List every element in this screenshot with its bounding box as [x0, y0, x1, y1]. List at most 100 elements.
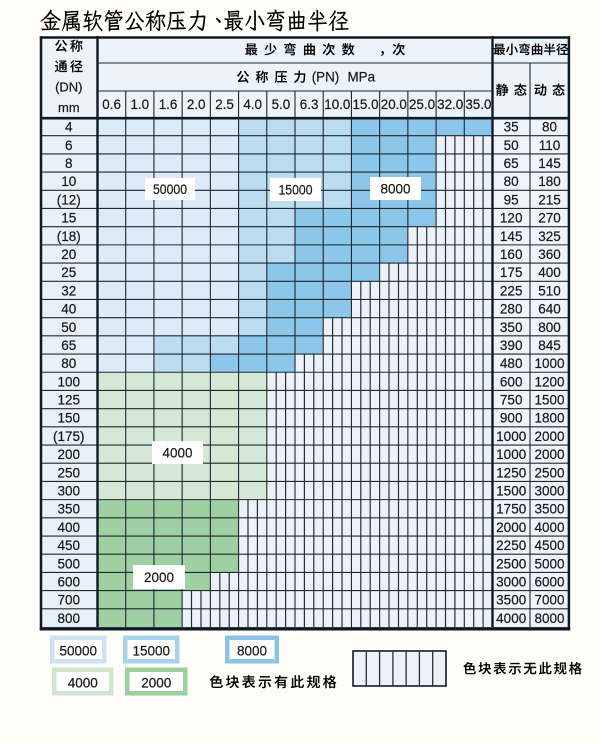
svg-text:700: 700 [58, 593, 81, 608]
svg-text:15: 15 [61, 211, 76, 226]
svg-text:8000: 8000 [534, 611, 564, 626]
svg-text:2000: 2000 [496, 520, 526, 535]
svg-text:350: 350 [58, 502, 81, 517]
svg-text:6000: 6000 [534, 575, 564, 590]
svg-text:2000: 2000 [534, 447, 564, 462]
svg-text:225: 225 [500, 283, 523, 298]
svg-text:80: 80 [61, 356, 76, 371]
svg-text:32.0: 32.0 [437, 97, 463, 112]
svg-text:400: 400 [538, 265, 561, 280]
svg-text:390: 390 [500, 338, 523, 353]
svg-text:50000: 50000 [59, 644, 97, 659]
svg-text:(175): (175) [53, 429, 85, 444]
svg-text:480: 480 [500, 356, 523, 371]
svg-text:4.0: 4.0 [243, 97, 262, 112]
svg-text:150: 150 [58, 411, 81, 426]
svg-text:40: 40 [61, 302, 76, 317]
svg-text:125: 125 [58, 393, 81, 408]
svg-text:180: 180 [538, 174, 561, 189]
svg-text:32: 32 [61, 283, 76, 298]
svg-text:200: 200 [58, 447, 81, 462]
svg-text:1500: 1500 [534, 393, 564, 408]
svg-text:7000: 7000 [534, 593, 564, 608]
svg-text:20: 20 [61, 247, 76, 262]
svg-text:4000: 4000 [496, 611, 526, 626]
svg-text:900: 900 [500, 411, 523, 426]
svg-text:6.3: 6.3 [300, 97, 319, 112]
svg-text:2500: 2500 [534, 465, 564, 480]
svg-text:270: 270 [538, 211, 561, 226]
svg-text:325: 325 [538, 229, 561, 244]
svg-text:20.0: 20.0 [381, 97, 407, 112]
svg-text:8: 8 [65, 156, 73, 171]
svg-text:2000: 2000 [141, 676, 171, 691]
svg-text:175: 175 [500, 265, 523, 280]
svg-text:2.5: 2.5 [215, 97, 234, 112]
svg-text:(PN): (PN) [312, 70, 340, 85]
svg-text:800: 800 [58, 611, 81, 626]
svg-text:(DN): (DN) [55, 80, 82, 95]
svg-text:845: 845 [538, 338, 561, 353]
svg-text:640: 640 [538, 302, 561, 317]
svg-text:1500: 1500 [496, 484, 526, 499]
svg-text:1750: 1750 [496, 502, 526, 517]
svg-text:25: 25 [61, 265, 76, 280]
svg-text:510: 510 [538, 283, 561, 298]
svg-text:(12): (12) [57, 192, 81, 207]
svg-text:50: 50 [61, 320, 76, 335]
svg-text:2250: 2250 [496, 538, 526, 553]
svg-text:5.0: 5.0 [272, 97, 291, 112]
svg-text:10.0: 10.0 [324, 97, 350, 112]
svg-text:100: 100 [58, 374, 81, 389]
svg-text:3000: 3000 [534, 484, 564, 499]
svg-text:215: 215 [538, 192, 561, 207]
svg-text:50000: 50000 [153, 181, 187, 197]
svg-text:mm: mm [58, 100, 80, 115]
svg-text:1200: 1200 [534, 374, 564, 389]
svg-text:2500: 2500 [496, 556, 526, 571]
svg-text:1800: 1800 [534, 411, 564, 426]
svg-text:360: 360 [538, 247, 561, 262]
svg-text:1.0: 1.0 [130, 97, 149, 112]
svg-text:4500: 4500 [534, 538, 564, 553]
svg-text:25.0: 25.0 [409, 97, 435, 112]
svg-text:15.0: 15.0 [352, 97, 378, 112]
svg-text:80: 80 [542, 120, 557, 135]
svg-text:8000: 8000 [237, 644, 267, 659]
svg-text:2000: 2000 [144, 569, 174, 585]
svg-text:15000: 15000 [132, 644, 170, 659]
svg-text:35.0: 35.0 [465, 97, 491, 112]
svg-text:65: 65 [504, 156, 519, 171]
svg-text:500: 500 [58, 556, 81, 571]
svg-text:65: 65 [61, 338, 76, 353]
svg-text:145: 145 [500, 229, 523, 244]
svg-text:110: 110 [539, 138, 561, 153]
svg-text:600: 600 [58, 575, 81, 590]
svg-text:(18): (18) [57, 229, 81, 244]
svg-text:4000: 4000 [163, 445, 193, 461]
svg-text:3000: 3000 [496, 575, 526, 590]
svg-text:8000: 8000 [381, 181, 411, 197]
svg-text:3500: 3500 [496, 593, 526, 608]
svg-text:800: 800 [538, 320, 561, 335]
svg-text:280: 280 [500, 302, 523, 317]
svg-text:MPa: MPa [348, 70, 376, 85]
svg-text:250: 250 [58, 465, 81, 480]
svg-text:300: 300 [58, 484, 81, 499]
svg-text:120: 120 [500, 211, 523, 226]
svg-text:2000: 2000 [534, 429, 564, 444]
svg-text:1000: 1000 [534, 356, 564, 371]
svg-text:1250: 1250 [496, 465, 526, 480]
svg-text:0.6: 0.6 [102, 97, 121, 112]
svg-text:350: 350 [500, 320, 523, 335]
svg-text:80: 80 [504, 174, 519, 189]
svg-text:4: 4 [65, 120, 73, 135]
svg-text:95: 95 [504, 192, 519, 207]
svg-text:1000: 1000 [496, 447, 526, 462]
svg-text:50: 50 [504, 138, 519, 153]
svg-text:1.6: 1.6 [159, 97, 178, 112]
svg-text:15000: 15000 [279, 182, 313, 198]
svg-text:5000: 5000 [534, 556, 564, 571]
svg-text:145: 145 [538, 156, 561, 171]
svg-text:1000: 1000 [496, 429, 526, 444]
